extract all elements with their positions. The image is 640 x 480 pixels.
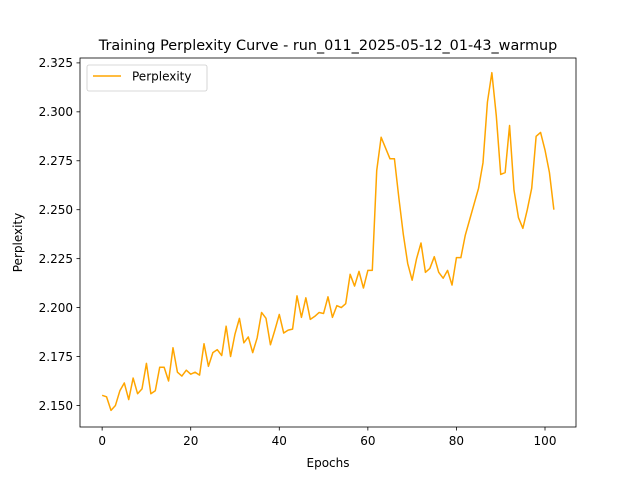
series-line-perplexity <box>101 71 555 412</box>
y-tick-label: 2.200 <box>39 301 73 315</box>
plot-area: 0 20 40 60 80 100 2.1502.1752.2002.2252.2502.… <box>39 56 577 448</box>
y-tick-label: 2.325 <box>39 56 73 70</box>
x-tick-label: 100 <box>534 434 557 448</box>
chart-title: Training Perplexity Curve - run_011_2025… <box>98 38 557 54</box>
y-tick-label: 2.225 <box>39 252 73 266</box>
legend: Perplexity <box>86 64 208 92</box>
legend-label-perplexity: Perplexity <box>132 70 192 84</box>
y-axis-label: Perplexity <box>11 213 25 273</box>
legend-box <box>86 64 208 92</box>
x-tick-label: 40 <box>272 434 287 448</box>
y-tick-label: 2.275 <box>39 154 73 168</box>
x-tick-label: 20 <box>183 434 198 448</box>
x-tick-label: 60 <box>360 434 375 448</box>
y-tick-label: 2.300 <box>39 105 73 119</box>
y-tick-label: 2.150 <box>39 399 73 413</box>
x-axis-label: Epochs <box>307 456 350 470</box>
x-axis: 0 20 40 60 80 100 <box>98 427 556 448</box>
x-tick-label: 0 <box>98 434 106 448</box>
x-tick-label: 80 <box>449 434 464 448</box>
y-tick-label: 2.250 <box>39 203 73 217</box>
axes-frame <box>79 57 577 428</box>
y-tick-label: 2.175 <box>39 350 73 364</box>
y-axis: 2.150 2.175 2.200 2.225 2.250 2.275 2.300 2.325 <box>39 56 80 413</box>
